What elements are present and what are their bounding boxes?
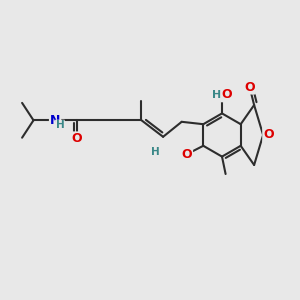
Text: O: O bbox=[244, 80, 255, 94]
Text: O: O bbox=[71, 132, 82, 146]
Text: O: O bbox=[182, 148, 192, 161]
Text: N: N bbox=[50, 114, 60, 127]
Text: H: H bbox=[56, 120, 64, 130]
Text: H: H bbox=[151, 147, 160, 158]
Text: H: H bbox=[212, 90, 221, 100]
Text: O: O bbox=[263, 128, 274, 142]
Text: O: O bbox=[221, 88, 232, 101]
